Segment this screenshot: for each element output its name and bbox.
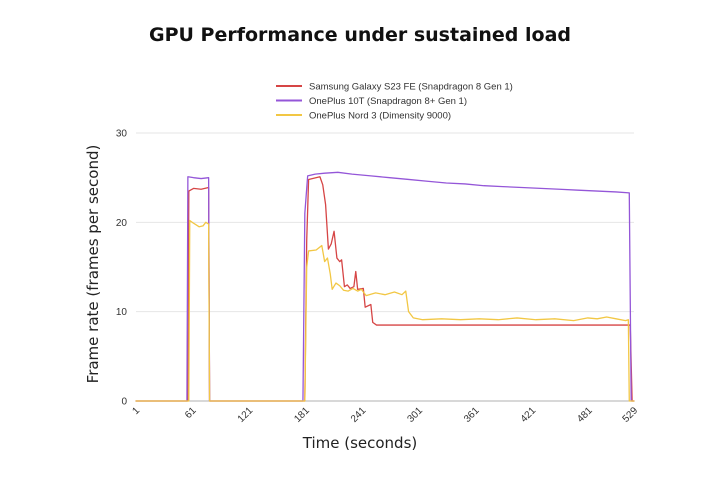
x-tick-labels: 1 61 121 181 241 301 361 421 481 529 xyxy=(130,405,640,425)
grid-lines xyxy=(136,132,634,313)
legend-label-2: OnePlus Nord 3 (Dimensity 9000) xyxy=(309,110,451,121)
legend: Samsung Galaxy S23 FE (Snapdragon 8 Gen … xyxy=(276,81,513,121)
series-line-2 xyxy=(135,219,635,402)
x-tick-label: 481 xyxy=(575,405,595,425)
series-line-1 xyxy=(135,171,635,402)
y-tick-label: 10 xyxy=(116,307,128,318)
y-tick-label: 30 xyxy=(116,129,128,140)
legend-label-1: OnePlus 10T (Snapdragon 8+ Gen 1) xyxy=(309,96,467,107)
x-tick-label: 121 xyxy=(236,405,256,425)
x-tick-label: 529 xyxy=(621,405,641,425)
legend-label-0: Samsung Galaxy S23 FE (Snapdragon 8 Gen … xyxy=(309,81,513,92)
y-tick-labels: 0 10 20 30 xyxy=(116,129,128,408)
y-tick-label: 20 xyxy=(116,218,128,229)
x-tick-label: 301 xyxy=(405,405,425,425)
chart-title: GPU Performance under sustained load xyxy=(149,24,571,46)
x-tick-label: 241 xyxy=(349,405,369,425)
series-lines xyxy=(135,171,635,402)
x-tick-label: 181 xyxy=(292,405,312,425)
x-axis-label: Time (seconds) xyxy=(302,434,418,452)
x-tick-label: 1 xyxy=(130,405,142,417)
y-axis-label: Frame rate (frames per second) xyxy=(84,145,102,384)
series-line-0 xyxy=(135,176,635,402)
x-tick-label: 61 xyxy=(183,405,199,421)
x-tick-label: 361 xyxy=(462,405,482,425)
x-tick-label: 421 xyxy=(519,405,539,425)
y-tick-label: 0 xyxy=(121,397,127,408)
